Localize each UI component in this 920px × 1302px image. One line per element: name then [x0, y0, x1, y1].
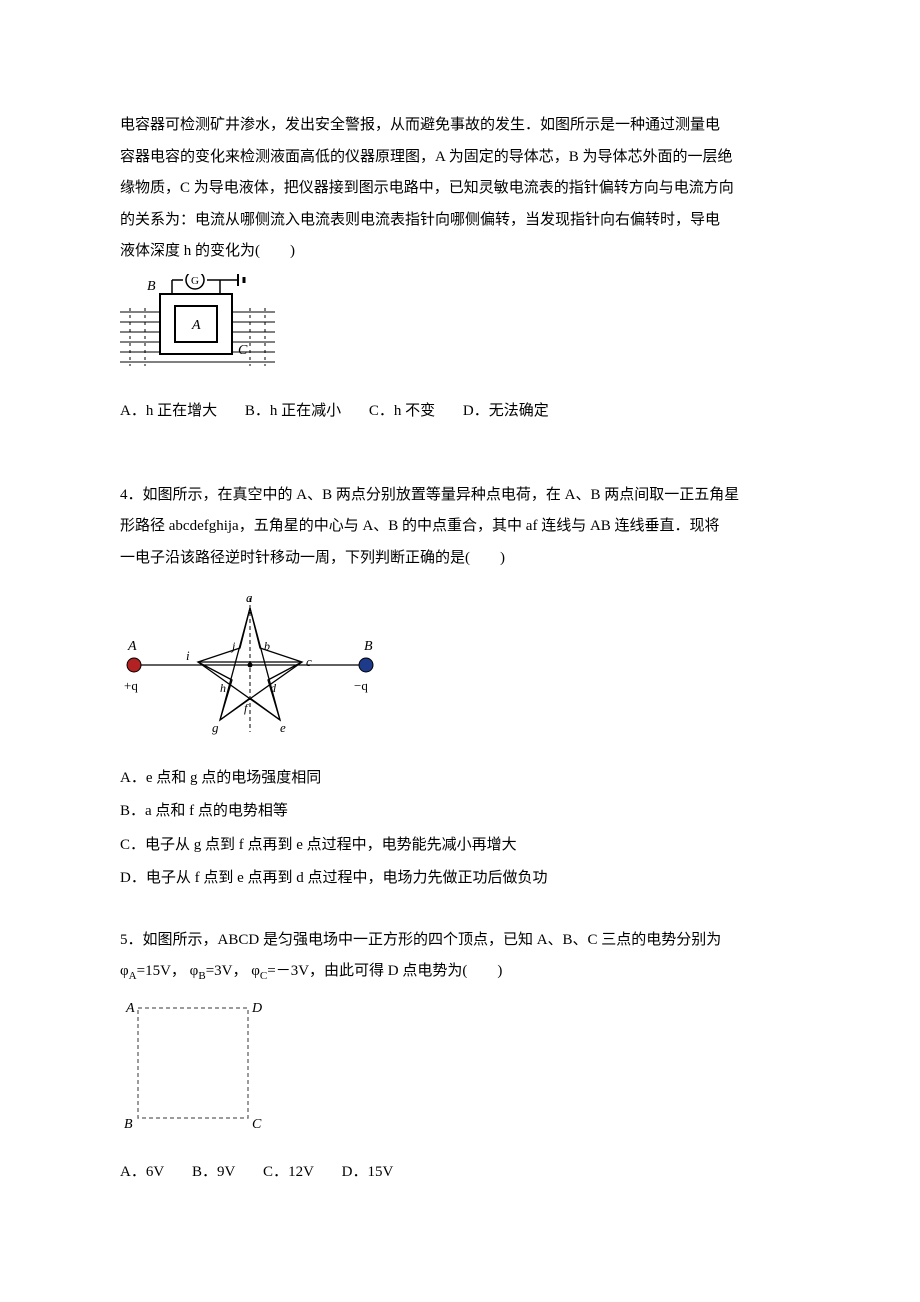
q3-stem-line-4: 的关系为：电流从哪侧流入电流表则电流表指针向哪侧偏转，当发现指针向右偏转时，导电	[120, 205, 800, 237]
q3-stem-line-5: 液体深度 h 的变化为( )	[120, 236, 800, 268]
q5-option-C: C．12V	[263, 1157, 314, 1189]
q4-star-d: d	[270, 681, 277, 695]
q3-stem-line-3: 缘物质，C 为导电液体，把仪器接到图示电路中，已知灵敏电流表的指针偏转方向与电流…	[120, 173, 800, 205]
q4-option-B: B．a 点和 f 点的电势相等	[120, 796, 800, 828]
q3-option-D: D．无法确定	[463, 396, 549, 428]
q4-star-h: h	[220, 681, 226, 695]
q5-label-B: B	[124, 1117, 133, 1132]
q5-option-D: D．15V	[342, 1157, 394, 1189]
q5-label-D: D	[251, 1001, 262, 1016]
q4-stem-line-3: 一电子沿该路径逆时针移动一周，下列判断正确的是( )	[120, 543, 800, 575]
q4-star-b: b	[264, 639, 270, 653]
q4-option-A: A．e 点和 g 点的电场强度相同	[120, 763, 800, 795]
q4-star-i: i	[186, 648, 190, 663]
q5-option-B: B．9V	[192, 1157, 235, 1189]
q3-option-A: A．h 正在增大	[120, 396, 217, 428]
q5-stem-phi-line: φA=15V， φB=3V， φC=－3V，由此可得 D 点电势为( )	[120, 956, 800, 988]
q3-stem-line-2: 容器电容的变化来检测液面高低的仪器原理图，A 为固定的导体芯，B 为导体芯外面的…	[120, 142, 800, 174]
q4-star-f: f	[244, 701, 249, 715]
q5-label-A: A	[125, 1001, 135, 1016]
q3-options: A．h 正在增大 B．h 正在减小 C．h 不变 D．无法确定	[120, 396, 800, 428]
q3-figure: A G B C	[120, 274, 800, 387]
q3-stem-line-1: 电容器可检测矿井渗水，发出安全警报，从而避免事故的发生．如图所示是一种通过测量电	[120, 110, 800, 142]
q5-options: A．6V B．9V C．12V D．15V	[120, 1157, 800, 1189]
q4-star-c: c	[306, 654, 312, 669]
q4-star-a: a	[246, 590, 253, 605]
q5-stem-line-1: 5．如图所示，ABCD 是匀强电场中一正方形的四个顶点，已知 A、B、C 三点的…	[120, 925, 800, 957]
q3-label-C: C	[238, 343, 248, 358]
q5-figure: A D B C	[120, 994, 800, 1147]
q5-label-C: C	[252, 1117, 262, 1132]
page: 电容器可检测矿井渗水，发出安全警报，从而避免事故的发生．如图所示是一种通过测量电…	[0, 0, 920, 1302]
q3-option-C: C．h 不变	[369, 396, 435, 428]
q4-star-g: g	[212, 720, 219, 735]
q4-option-D: D．电子从 f 点到 e 点再到 d 点过程中，电场力先做正功后做负功	[120, 863, 800, 895]
q4-option-C: C．电子从 g 点到 f 点再到 e 点过程中，电势能先减小再增大	[120, 830, 800, 862]
q3-label-B: B	[147, 279, 156, 294]
q4-label-A: A	[127, 639, 137, 654]
q3-option-B: B．h 正在减小	[245, 396, 341, 428]
q4-figure: A B +q −q a b c d e f	[120, 580, 800, 753]
q4-label-plusq: +q	[124, 678, 138, 693]
q4-stem-line-1: 4．如图所示，在真空中的 A、B 两点分别放置等量异种点电荷，在 A、B 两点间…	[120, 480, 800, 512]
q4-label-minusq: −q	[354, 678, 368, 693]
q4-options: A．e 点和 g 点的电场强度相同 B．a 点和 f 点的电势相等 C．电子从 …	[120, 763, 800, 895]
q4-label-B: B	[364, 639, 373, 654]
q4-stem-line-2: 形路径 abcdefghija，五角星的中心与 A、B 的中点重合，其中 af …	[120, 511, 800, 543]
q3-label-G: G	[191, 275, 199, 287]
q5-option-A: A．6V	[120, 1157, 164, 1189]
q4-star-e: e	[280, 720, 286, 735]
q3-label-A: A	[191, 318, 201, 333]
